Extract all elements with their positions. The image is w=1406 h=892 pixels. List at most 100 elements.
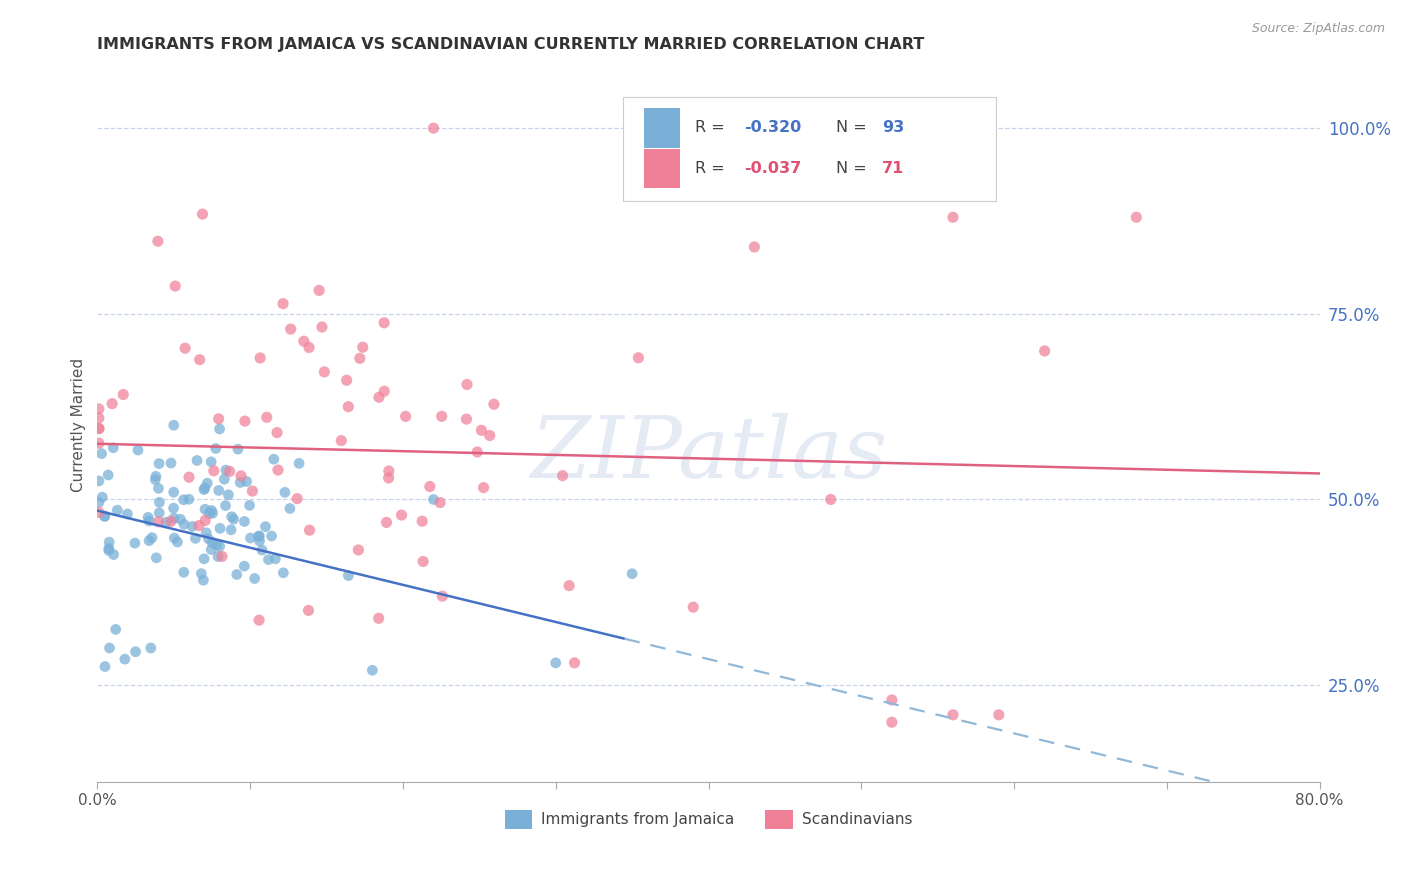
Point [226, 442, 249, 457]
Point [432, 589, 454, 603]
Point [163, 485, 186, 500]
Text: -0.037: -0.037 [744, 161, 801, 176]
Point [101, 397, 124, 411]
Point [880, 693, 903, 707]
Point [173, 517, 195, 532]
Point [229, 475, 252, 490]
Point [249, 533, 271, 548]
Point [337, 568, 360, 582]
Point [456, 377, 478, 392]
Point [200, 542, 222, 557]
Point [394, 409, 416, 424]
Point [87, 436, 110, 450]
Point [263, 452, 285, 467]
Point [235, 475, 257, 489]
Point [87, 505, 110, 519]
Point [103, 441, 125, 455]
Point [173, 566, 195, 580]
Point [112, 387, 135, 401]
Point [103, 548, 125, 562]
Point [204, 442, 226, 456]
Point [627, 351, 650, 365]
Point [222, 512, 245, 526]
Point [193, 573, 215, 587]
Point [256, 410, 278, 425]
Point [411, 514, 433, 528]
Legend: Immigrants from Jamaica, Scandinavians: Immigrants from Jamaica, Scandinavians [499, 804, 918, 835]
Point [368, 390, 391, 404]
Point [117, 507, 139, 521]
Point [239, 531, 262, 545]
Text: 71: 71 [882, 161, 904, 176]
Point [94, 659, 117, 673]
Text: IMMIGRANTS FROM JAMAICA VS SCANDINAVIAN CURRENTLY MARRIED CORRELATION CHART: IMMIGRANTS FROM JAMAICA VS SCANDINAVIAN … [97, 37, 925, 53]
Point [558, 579, 581, 593]
Point [391, 508, 413, 522]
Point [87, 495, 110, 509]
Point [194, 502, 217, 516]
Point [278, 501, 301, 516]
Point [148, 506, 170, 520]
Point [155, 515, 177, 529]
Text: -0.320: -0.320 [744, 120, 801, 136]
Point [215, 463, 238, 477]
Point [373, 316, 395, 330]
Point [298, 523, 321, 537]
Point [274, 485, 297, 500]
Point [87, 422, 110, 436]
Point [544, 656, 567, 670]
Point [229, 468, 252, 483]
Point [160, 514, 183, 528]
Point [145, 550, 167, 565]
Point [143, 473, 166, 487]
Point [138, 533, 160, 548]
Point [181, 519, 204, 533]
Point [148, 515, 170, 529]
Point [243, 572, 266, 586]
Point [177, 470, 200, 484]
Point [163, 531, 186, 545]
Point [267, 463, 290, 477]
Point [247, 529, 270, 543]
Point [298, 341, 321, 355]
Point [247, 529, 270, 543]
Point [191, 207, 214, 221]
Point [419, 479, 441, 493]
Point [551, 468, 574, 483]
Point [208, 521, 231, 535]
Point [880, 715, 903, 730]
Point [264, 551, 287, 566]
Point [190, 566, 212, 581]
Point [285, 491, 308, 506]
Point [163, 511, 186, 525]
Point [91, 490, 114, 504]
Point [367, 611, 389, 625]
Point [198, 507, 221, 521]
Point [429, 495, 451, 509]
Point [336, 373, 359, 387]
Point [422, 121, 444, 136]
Point [139, 640, 162, 655]
Point [271, 296, 294, 310]
Point [93, 508, 115, 523]
Point [195, 476, 218, 491]
Point [148, 481, 170, 495]
Point [160, 456, 183, 470]
Point [208, 422, 231, 436]
Point [456, 412, 478, 426]
Point [177, 492, 200, 507]
Point [352, 340, 374, 354]
Point [193, 551, 215, 566]
Point [188, 352, 211, 367]
Point [208, 483, 231, 498]
Point [337, 400, 360, 414]
Text: N =: N = [835, 120, 872, 136]
Point [200, 503, 222, 517]
Point [207, 412, 229, 426]
Point [330, 434, 353, 448]
Point [165, 279, 187, 293]
Point [478, 428, 501, 442]
Bar [644, 149, 681, 188]
Point [97, 543, 120, 558]
Point [564, 656, 586, 670]
